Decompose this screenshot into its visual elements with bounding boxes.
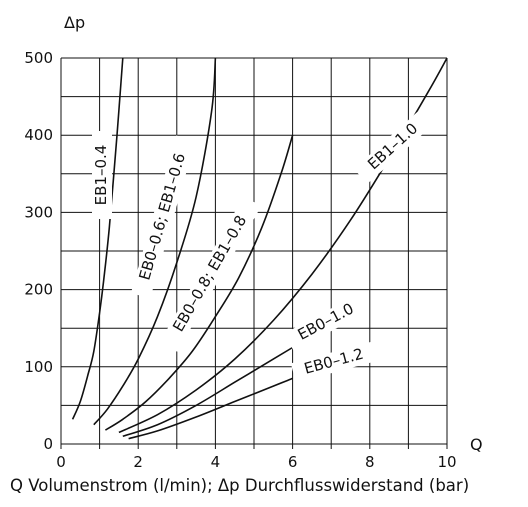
curve-label-eb0-1-2: EB0–1.2 (290, 341, 378, 383)
y-tick-label: 500 (24, 49, 53, 67)
curve-3 (118, 57, 448, 434)
svg-text:EB1–1.0: EB1–1.0 (364, 119, 421, 173)
svg-text:EB0–0.8; EB1–0.8: EB0–0.8; EB1–0.8 (169, 212, 250, 335)
x-axis-label: Q (470, 435, 483, 454)
x-tick-label: 6 (288, 453, 298, 471)
x-tick-label: 2 (133, 453, 143, 471)
y-tick-label: 0 (43, 435, 53, 453)
curve-5 (128, 377, 293, 440)
x-tick-label: 8 (365, 453, 375, 471)
y-tick-label: 100 (24, 358, 53, 376)
y-axis-label: Δp (64, 13, 85, 32)
svg-text:EB1–0.4: EB1–0.4 (92, 145, 110, 206)
curve-2 (104, 134, 294, 431)
x-tick-label: 0 (56, 453, 66, 471)
curve-label-eb1-0-4: EB1–0.4 (92, 131, 112, 219)
curve-1 (93, 57, 217, 426)
curve-label-eb-0-6: EB0–0.6; EB1–0.6 (130, 135, 196, 299)
curve-4 (122, 346, 294, 438)
x-tick-label: 4 (211, 453, 221, 471)
curve-0 (71, 57, 124, 420)
x-tick-label: 10 (437, 453, 456, 471)
caption: Q Volumenstrom (l/min); Δp Durchflusswid… (10, 476, 470, 495)
y-tick-label: 200 (24, 281, 53, 299)
y-tick-label: 300 (24, 203, 53, 221)
curves (71, 57, 448, 440)
y-tick-labels: 0 100 200 300 400 500 (24, 49, 53, 453)
curve-label-eb0-1-0: EB0–1.0 (284, 293, 368, 352)
x-tick-labels: 0 2 4 6 8 10 (56, 453, 456, 471)
y-tick-label: 400 (24, 126, 53, 144)
svg-text:EB0–1.2: EB0–1.2 (302, 345, 365, 378)
svg-text:EB0–0.6; EB1–0.6: EB0–0.6; EB1–0.6 (135, 151, 188, 282)
curve-label-eb1-1-0: EB1–1.0 (353, 110, 433, 184)
